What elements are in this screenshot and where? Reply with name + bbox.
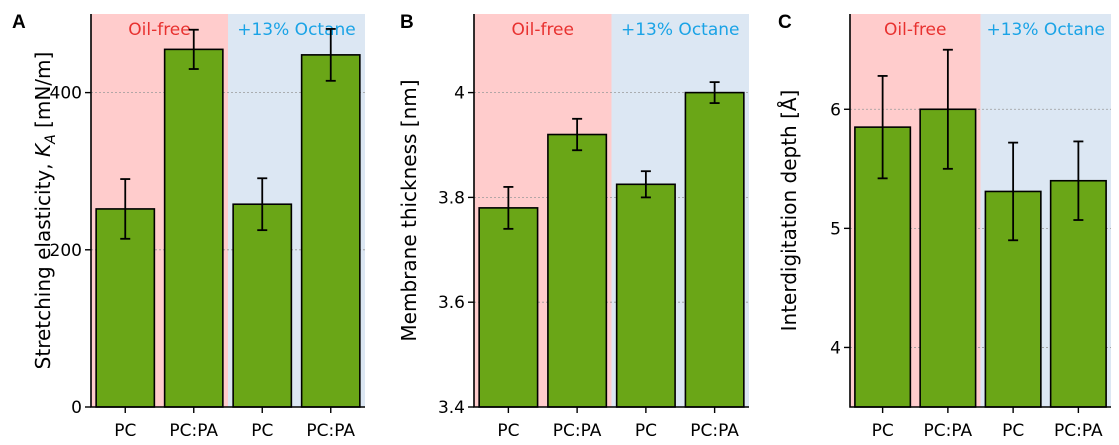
- bar-4: [300, 54, 361, 408]
- error-bar-4: [325, 28, 336, 82]
- error-bar-1: [120, 178, 131, 240]
- y-axis-title-symbol: K: [31, 142, 55, 157]
- panel-letter: A: [12, 12, 26, 33]
- y-tick-label: 200: [50, 241, 82, 261]
- x-category-label: PC: [497, 421, 519, 441]
- error-bar-3: [1008, 141, 1019, 242]
- y-tick-label: 4: [454, 84, 465, 104]
- x-category-label: PC:PA: [1054, 421, 1103, 441]
- y-tick-label: 3.4: [438, 398, 465, 418]
- x-category-label: PC: [251, 421, 273, 441]
- y-axis-title-text: Stretching elasticity,: [31, 157, 55, 369]
- chart-panel-b: Oil-free +13% Octane 3.4 3.6 3.8 4 PC PC:PA PC PC…: [397, 12, 749, 441]
- y-axis-title: Interdigitation depth [Å]: [777, 90, 801, 332]
- chart-panel-c: Oil-free +13% Octane 4 5 6 PC PC:PA PC PC:PA C Int…: [777, 12, 1111, 441]
- y-tick-label: 400: [50, 84, 82, 104]
- error-bar-4: [709, 81, 720, 104]
- axis-lines: [849, 14, 1111, 408]
- x-category-label: PC: [1002, 421, 1024, 441]
- error-bar-1: [503, 186, 514, 230]
- bar-2: [547, 133, 608, 408]
- region-label-oil-free: Oil-free: [884, 20, 946, 40]
- error-bar-2: [942, 48, 953, 170]
- region-label-oil-free: Oil-free: [128, 20, 190, 40]
- error-bar-3: [640, 170, 651, 199]
- region-label-oil-free: Oil-free: [512, 20, 574, 40]
- x-category-label: PC:PA: [553, 421, 602, 441]
- y-axis-title: Stretching elasticity, KA [mN/m]: [31, 52, 59, 370]
- error-bar-3: [257, 177, 268, 232]
- error-bar-4: [1073, 140, 1084, 221]
- x-category-label: PC: [114, 421, 136, 441]
- x-category-label: PC:PA: [690, 421, 739, 441]
- y-tick-label: 5: [830, 219, 841, 239]
- error-bar-2: [572, 117, 583, 152]
- y-axis-title-subscript: A: [43, 134, 59, 145]
- bar-2: [163, 48, 224, 408]
- panel-letter: C: [778, 12, 792, 33]
- error-bar-1: [877, 75, 888, 180]
- x-category-label: PC: [635, 421, 657, 441]
- y-axis-title: Membrane thickness [nm]: [397, 79, 421, 341]
- region-label-octane: +13% Octane: [237, 20, 355, 40]
- y-tick-label: 3.8: [438, 188, 465, 208]
- bar-1: [95, 208, 156, 408]
- y-tick-label: 4: [830, 338, 841, 358]
- bar-3: [615, 183, 676, 408]
- chart-panel-a: Oil-free +13% Octane 0 200 400 PC PC:PA PC PC:PA…: [12, 12, 365, 441]
- x-category-label: PC:PA: [924, 421, 973, 441]
- error-bar-2: [188, 28, 199, 70]
- x-category-label: PC:PA: [169, 421, 218, 441]
- y-tick-label: 3.6: [438, 293, 465, 313]
- x-category-label: PC:PA: [306, 421, 355, 441]
- region-label-octane: +13% Octane: [621, 20, 739, 40]
- bar-4: [684, 91, 745, 408]
- bar-1: [478, 207, 539, 408]
- panel-letter: B: [400, 12, 414, 33]
- bar-3: [232, 203, 293, 408]
- y-tick-label: 0: [71, 398, 82, 418]
- y-axis-title-unit: [mN/m]: [31, 52, 55, 135]
- y-tick-label: 6: [830, 100, 841, 120]
- x-category-label: PC: [872, 421, 894, 441]
- region-label-octane: +13% Octane: [987, 20, 1105, 40]
